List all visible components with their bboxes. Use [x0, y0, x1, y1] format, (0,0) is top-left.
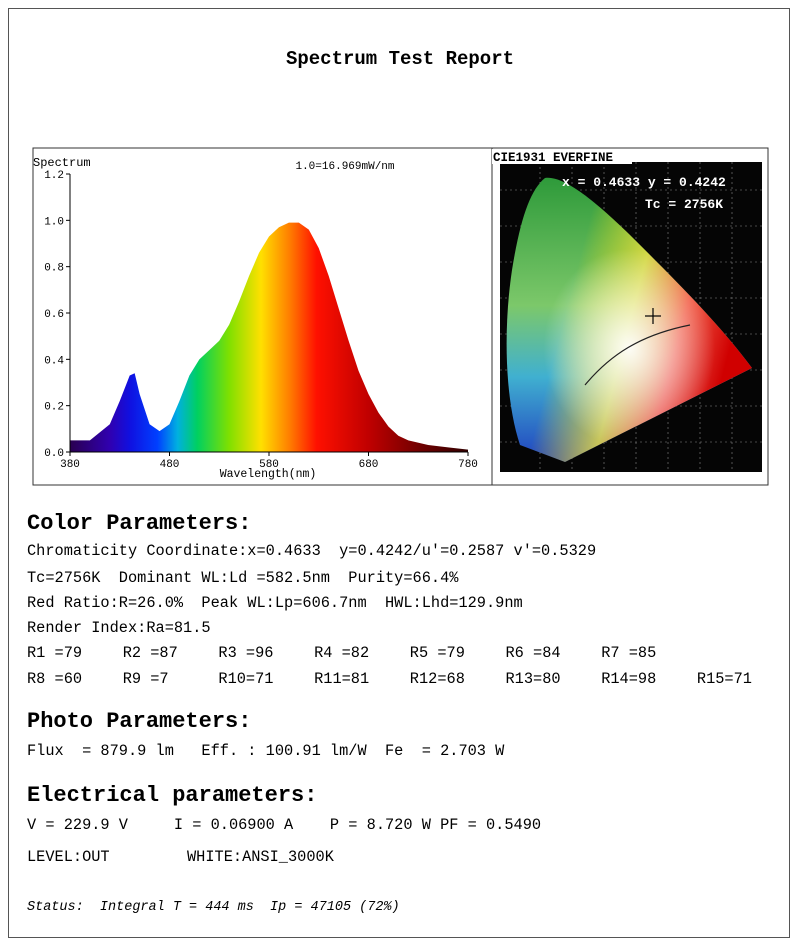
x-tick-label: 780 — [458, 459, 478, 471]
render-index-cell: R15=71 — [696, 670, 752, 688]
y-tick-label: 1.0 — [44, 216, 64, 228]
render-index-cell: R13=80 — [505, 670, 561, 688]
y-tick-label: 0.6 — [44, 309, 64, 321]
param-line: Flux = 879.9 lm Eff. : 100.91 lm/W Fe = … — [27, 742, 505, 760]
x-tick-label: 680 — [359, 459, 379, 471]
status: Status: Integral T = 444 ms Ip = 47105 (… — [27, 900, 400, 915]
cie-title-bg — [492, 149, 632, 164]
x-tick-label: 480 — [160, 459, 180, 471]
y-tick-label: 0.2 — [44, 402, 64, 414]
render-index-cell: R2 =87 — [122, 644, 178, 662]
section-heading: Color Parameters: — [27, 511, 252, 536]
y-tick-label: 0.0 — [44, 448, 64, 460]
y-tick-label: 0.4 — [44, 355, 64, 367]
page-frame — [8, 8, 790, 938]
render-index-cell: R11=81 — [314, 670, 370, 688]
level: LEVEL:OUT — [27, 848, 110, 866]
render-index-cell: R5 =79 — [409, 644, 465, 662]
section-heading: Electrical parameters: — [27, 783, 318, 808]
render-index-cell: R1 =79 — [27, 644, 83, 662]
param-line: Render Index:Ra=81.5 — [27, 619, 211, 637]
render-index-cell: R3 =96 — [218, 644, 274, 662]
cie-title: CIE1931 EVERFINE — [493, 151, 613, 165]
render-index-cell: R4 =82 — [314, 644, 370, 662]
param-line: Red Ratio:R=26.0% Peak WL:Lp=606.7nm HWL… — [27, 594, 523, 612]
param-line: V = 229.9 V I = 0.06900 A P = 8.720 W PF… — [27, 816, 542, 834]
report-title: Spectrum Test Report — [285, 48, 515, 70]
section-heading: Photo Parameters: — [27, 709, 252, 734]
planckian-locus — [584, 324, 691, 386]
x-tick-label: 580 — [259, 459, 279, 471]
y-tick-label: 0.8 — [44, 263, 64, 275]
scale-note: 1.0=16.969mW/nm — [295, 161, 394, 173]
cie-coordinates: x = 0.4633 y = 0.4242 — [562, 175, 726, 190]
white: WHITE:ANSI_3000K — [187, 848, 334, 866]
cie-diagram: CIE1931 EVERFINE x = 0.4633 y = 0.4242 T… — [492, 149, 762, 472]
plot: 0.0 0.2 0.4 0.6 0.8 1.0 1.2 380 480 580 680 780 — [44, 170, 478, 471]
spectrum-area — [70, 222, 468, 452]
render-index-cell: R7 =85 — [601, 644, 657, 662]
spectrum-label: Spectrum — [33, 156, 91, 170]
param-line: Tc=2756K Dominant WL:Ld =582.5nm Purity=… — [27, 569, 459, 587]
render-index-cell: R8 =60 — [27, 670, 83, 688]
x-tick-label: 380 — [60, 459, 80, 471]
x-axis-label: Wavelength(nm) — [220, 468, 317, 481]
render-index-cell: R14=98 — [601, 670, 657, 688]
y-tick-label: 1.2 — [44, 170, 64, 182]
param-line: Chromaticity Coordinate:x=0.4633 y=0.424… — [27, 542, 597, 560]
panel-border — [32, 147, 769, 486]
cie-gamut-white — [506, 177, 752, 462]
spectrum-panel: Spectrum 1.0=16.969mW/nm Wavelength(nm) … — [32, 147, 769, 486]
render-index-cell: R9 =7 — [122, 670, 169, 688]
render-index-cell: R10=71 — [218, 670, 274, 688]
cie-tc: Tc = 2756K — [645, 197, 723, 212]
render-index-cell: R12=68 — [409, 670, 465, 688]
render-index-cell: R6 =84 — [505, 644, 561, 662]
